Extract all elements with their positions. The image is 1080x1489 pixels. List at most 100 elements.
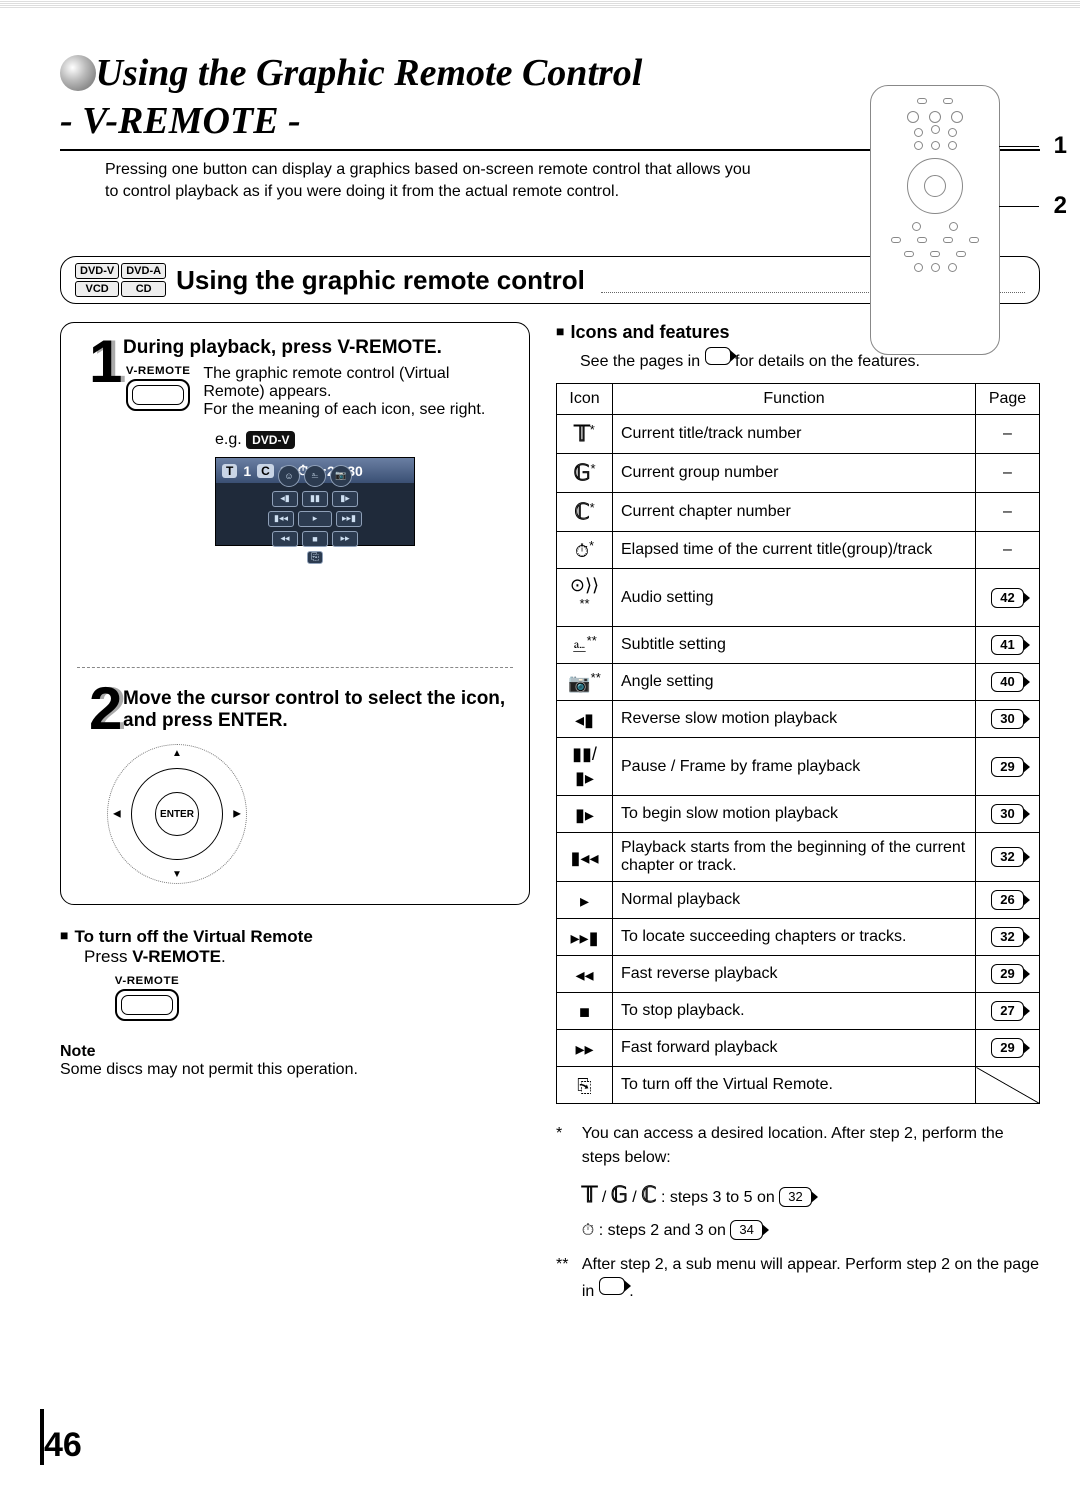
function-cell: Normal playback <box>613 882 976 919</box>
function-cell: Subtitle setting <box>613 627 976 664</box>
icon-cell: ⊙⟩⟩** <box>557 569 613 627</box>
enter-wheel: ENTER ▲ ▼ ◀ ▶ <box>107 744 247 884</box>
page-cell: – <box>976 454 1040 493</box>
osd-c-badge: C <box>257 464 274 478</box>
page-cell: 26 <box>976 882 1040 919</box>
table-row: ▮▸To begin slow motion playback30 <box>557 796 1040 833</box>
intro-text: Pressing one button can display a graphi… <box>60 159 760 202</box>
function-cell: Audio setting <box>613 569 976 627</box>
remote-diagram: 1 2 <box>870 85 1000 355</box>
table-row: ◂▮Reverse slow motion playback30 <box>557 701 1040 738</box>
footnote1-text: You can access a desired location. After… <box>582 1122 1040 1170</box>
vremote-button-label: V-REMOTE <box>121 365 195 377</box>
icon-cell: ▸▸▮ <box>557 919 613 956</box>
osd-preview: T 1 C 1 ⏱ 1:25:30 ☺⎁📷 ◂▮▮▮▮▸ <box>215 457 415 546</box>
page-cell: 30 <box>976 701 1040 738</box>
step2-title: Move the cursor control to select the ic… <box>123 688 513 732</box>
function-cell: Playback starts from the beginning of th… <box>613 833 976 882</box>
footnote2-text-a: After step 2, a sub menu will appear. Pe… <box>582 1256 1039 1300</box>
icon-cell: ▮▸ <box>557 796 613 833</box>
icon-cell: ◂◂ <box>557 956 613 993</box>
page-ref-chip-empty <box>599 1277 625 1295</box>
icon-cell: ⏱* <box>557 532 613 569</box>
note-block: Note Some discs may not permit this oper… <box>60 1043 530 1079</box>
remote-callout-2: 2 <box>1054 192 1067 220</box>
page-cell: – <box>976 493 1040 532</box>
icon-cell: ▸▸ <box>557 1030 613 1067</box>
icon-cell: 𝔾* <box>557 454 613 493</box>
page-ref-chip-icon <box>705 347 731 365</box>
turn-off-btn-word: V-REMOTE <box>132 947 221 966</box>
icon-cell: 𝕋* <box>557 415 613 454</box>
badge-vcd: VCD <box>75 281 119 297</box>
table-row: ▸▸Fast forward playback29 <box>557 1030 1040 1067</box>
icon-cell: ■ <box>557 993 613 1030</box>
function-cell: Fast forward playback <box>613 1030 976 1067</box>
th-icon: Icon <box>557 384 613 415</box>
table-row: ⎁**Subtitle setting41 <box>557 627 1040 664</box>
function-cell: Angle setting <box>613 664 976 701</box>
turn-off-heading: ■To turn off the Virtual Remote Press V-… <box>60 927 530 967</box>
page-cell: – <box>976 532 1040 569</box>
step-divider <box>77 667 513 668</box>
page-cell: – <box>976 415 1040 454</box>
step1-num: 1 <box>89 327 122 396</box>
table-row: ▸Normal playback26 <box>557 882 1040 919</box>
icon-cell: ▮▮/▮▸ <box>557 738 613 796</box>
vremote-button-graphic-2: V-REMOTE <box>104 975 190 1021</box>
page-cell: 29 <box>976 738 1040 796</box>
icons-table: Icon Function Page 𝕋*Current title/track… <box>556 383 1040 1104</box>
step1-title: During playback, press V-REMOTE. <box>123 337 513 359</box>
th-function: Function <box>613 384 976 415</box>
osd-t-badge: T <box>222 464 237 478</box>
title-line1: Using the Graphic Remote Control <box>96 52 643 94</box>
note-body: Some discs may not permit this operation… <box>60 1061 358 1078</box>
page-cell: 29 <box>976 1030 1040 1067</box>
page-ref-32: 32 <box>779 1187 811 1207</box>
th-page: Page <box>976 384 1040 415</box>
letter-t-icon: 𝕋 <box>582 1178 598 1211</box>
table-row: ◂◂Fast reverse playback29 <box>557 956 1040 993</box>
vremote-button-label-2: V-REMOTE <box>102 975 192 987</box>
table-row: ▮◂◂Playback starts from the beginning of… <box>557 833 1040 882</box>
page-cell: 27 <box>976 993 1040 1030</box>
title-line2: - V-REMOTE - <box>60 100 301 142</box>
badge-dvd-a: DVD-A <box>121 263 166 279</box>
enter-wheel-label: ENTER <box>155 792 199 836</box>
clock-icon: ⏱ <box>582 1222 594 1239</box>
function-cell: To stop playback. <box>613 993 976 1030</box>
page-cell: 30 <box>976 796 1040 833</box>
title-sphere <box>60 55 96 91</box>
icon-cell: ⎘ <box>557 1067 613 1104</box>
table-row: 𝔾*Current group number– <box>557 454 1040 493</box>
icon-cell: ⎁** <box>557 627 613 664</box>
page-cell: 29 <box>976 956 1040 993</box>
steps-box: 1 1 During playback, press V-REMOTE. V-R… <box>60 322 530 905</box>
footnotes: * You can access a desired location. Aft… <box>556 1122 1040 1304</box>
table-row: 📷**Angle setting40 <box>557 664 1040 701</box>
page-cell: 32 <box>976 833 1040 882</box>
section-title: Using the graphic remote control <box>176 265 585 296</box>
eg-disc-badge: DVD-V <box>246 431 295 449</box>
page-number: 46 <box>44 1426 82 1465</box>
osd-t-num: 1 <box>243 463 251 479</box>
function-cell: Current chapter number <box>613 493 976 532</box>
arrow-right-icon: ▶ <box>233 809 241 820</box>
page-cell: 41 <box>976 627 1040 664</box>
icon-cell: 📷** <box>557 664 613 701</box>
icon-cell: ▮◂◂ <box>557 833 613 882</box>
table-row: ⎘To turn off the Virtual Remote. <box>557 1067 1040 1104</box>
table-row: ⏱*Elapsed time of the current title(grou… <box>557 532 1040 569</box>
arrow-up-icon: ▲ <box>172 748 182 759</box>
function-cell: Pause / Frame by frame playback <box>613 738 976 796</box>
function-cell: Current title/track number <box>613 415 976 454</box>
page-cell: 40 <box>976 664 1040 701</box>
arrow-down-icon: ▼ <box>172 869 182 880</box>
page-top-edge <box>0 0 1080 8</box>
step2-num: 2 <box>89 674 122 743</box>
function-cell: To locate succeeding chapters or tracks. <box>613 919 976 956</box>
letter-g-icon: 𝔾 <box>611 1178 628 1211</box>
arrow-left-icon: ◀ <box>113 809 121 820</box>
function-cell: To begin slow motion playback <box>613 796 976 833</box>
step1-body-text: The graphic remote control (Virtual Remo… <box>203 365 513 419</box>
